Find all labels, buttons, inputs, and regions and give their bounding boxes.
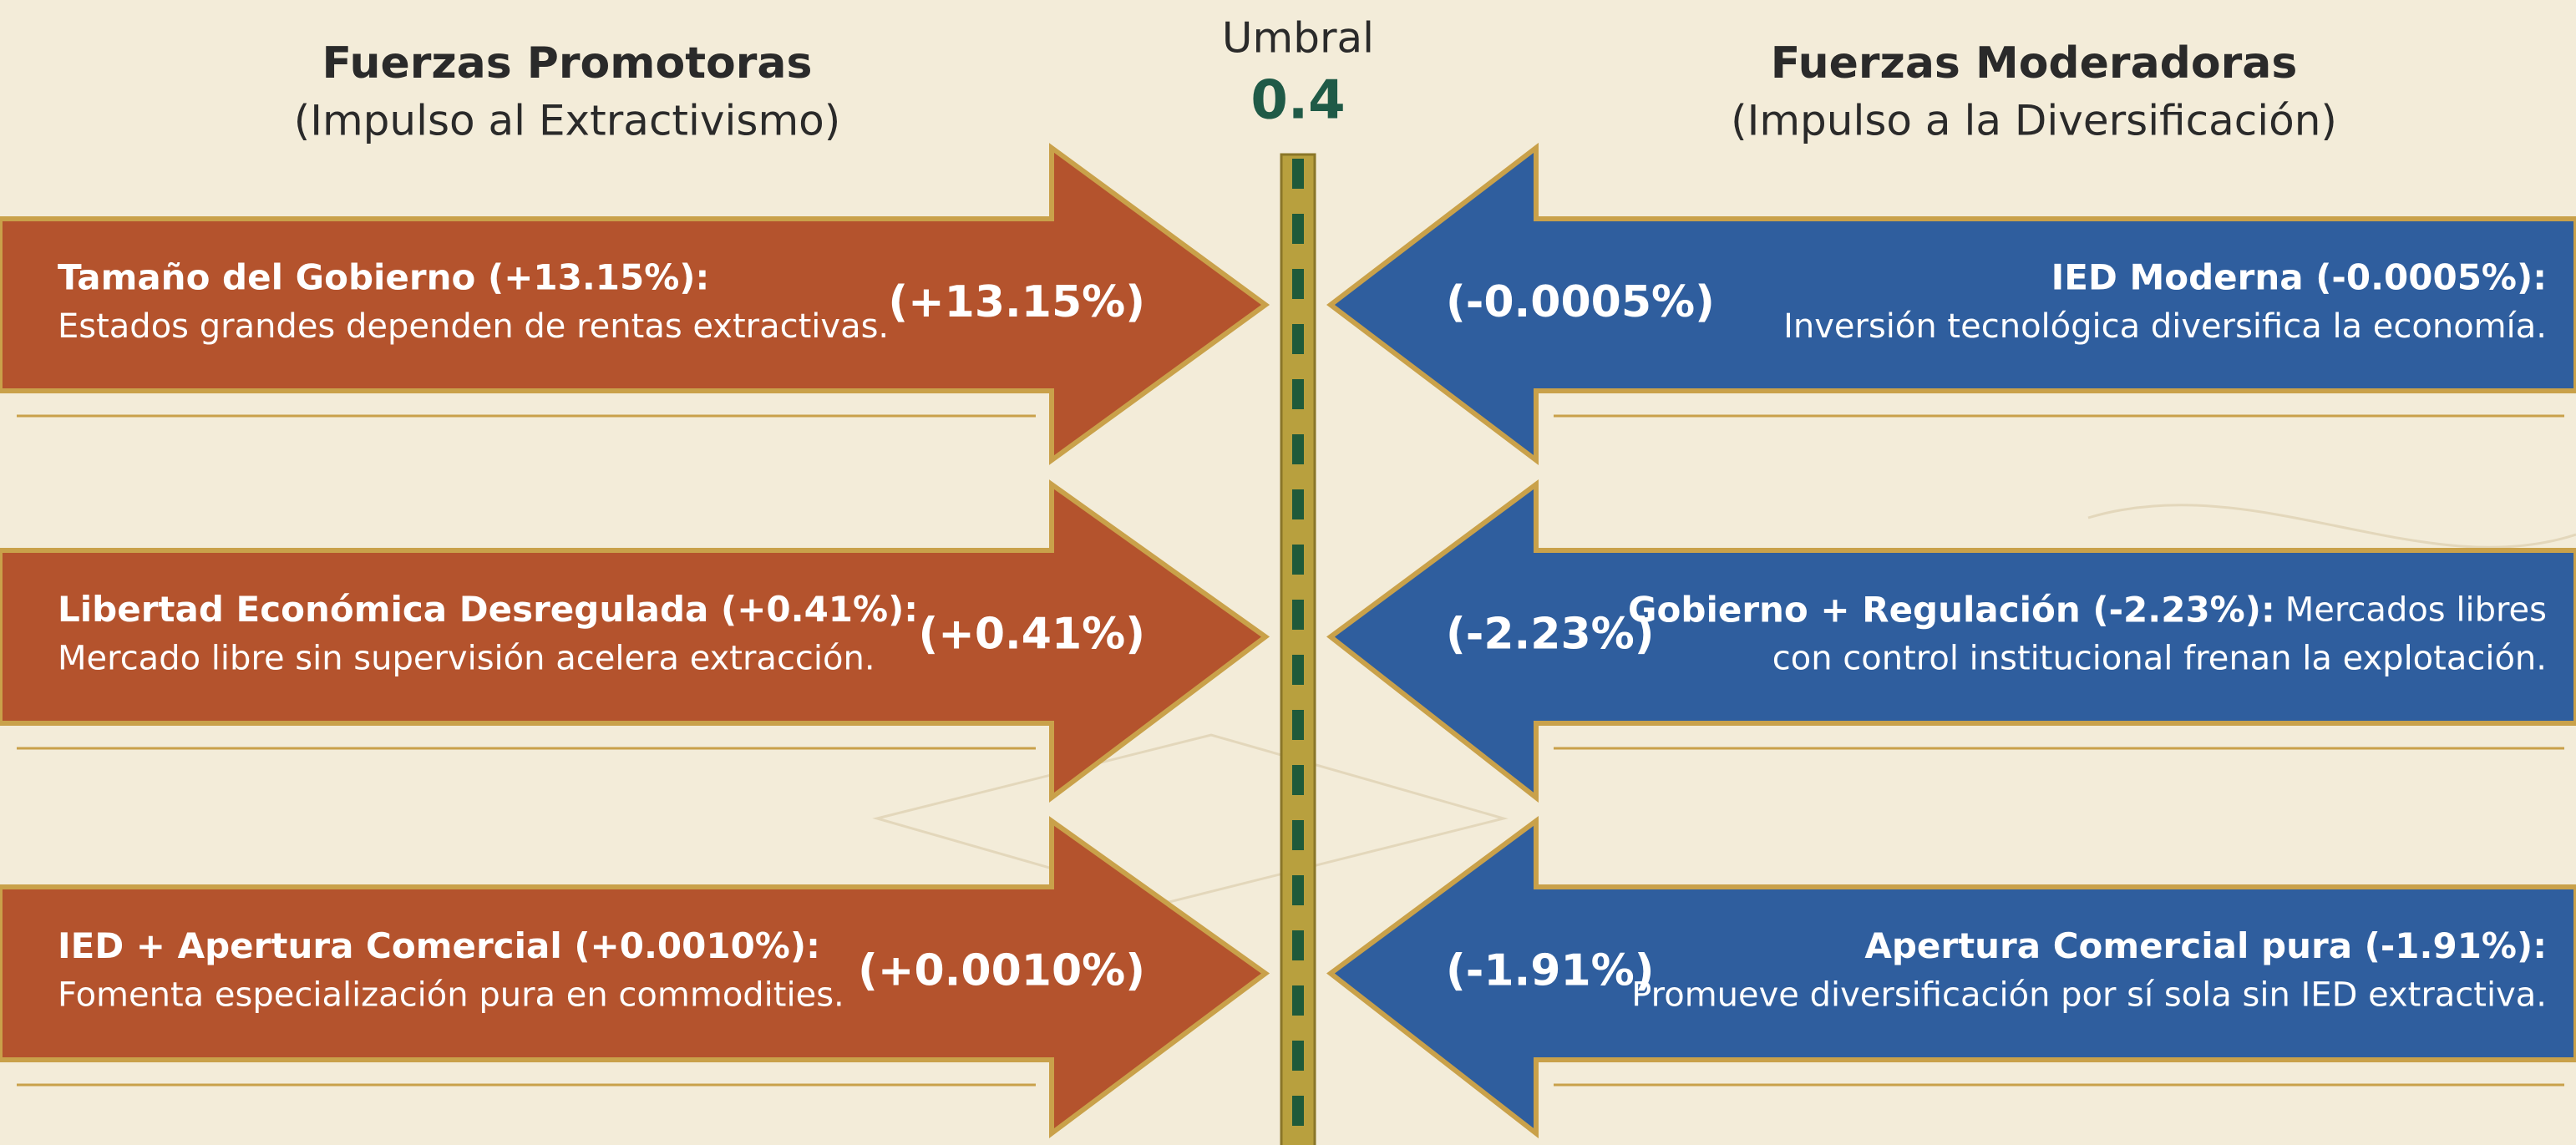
force-label: IED Moderna (-0.0005%): [2051,257,2547,298]
left-subtitle: (Impulso al Extractivismo) [294,97,841,145]
force-description: Promueve diversificación por sí sola sin… [1631,976,2547,1015]
force-description: Mercado libre sin supervisión acelera ex… [58,640,875,678]
right-subtitle: (Impulso a la Diversificación) [1731,97,2337,145]
force-description: Inversión tecnológica diversifica la eco… [1783,307,2547,346]
right-title: Fuerzas Moderadoras [1771,38,2298,89]
force-value: (+13.15%) [888,277,1145,327]
left-title: Fuerzas Promotoras [322,38,813,89]
threshold-title: Umbral [1222,14,1374,63]
force-value: (-1.91%) [1446,946,1655,996]
force-value: (-2.23%) [1446,610,1655,660]
force-description: Mercados libres [2285,591,2547,630]
force-label: IED + Apertura Comercial (+0.0010%): [58,925,820,966]
force-label: Tamaño del Gobierno (+13.15%): [58,257,709,298]
force-description: Estados grandes dependen de rentas extra… [58,307,889,346]
force-value: (-0.0005%) [1446,277,1715,327]
force-line: Gobierno + Regulación (-2.23%): Mercados … [1628,589,2547,630]
threshold-value: 0.4 [1250,70,1345,132]
force-description: con control institucional frenan la expl… [1772,640,2547,678]
force-label: Gobierno + Regulación (-2.23%): [1628,589,2275,630]
page: Fuerzas Promotoras (Impulso al Extractiv… [0,0,2576,1145]
force-description: Fomenta especialización pura en commodit… [58,976,844,1015]
force-label: Apertura Comercial pura (-1.91%): [1864,925,2547,966]
force-label: Libertad Económica Desregulada (+0.41%): [58,589,918,630]
diagram: Fuerzas Promotoras (Impulso al Extractiv… [0,0,2576,1145]
force-value: (+0.41%) [918,610,1145,660]
force-value: (+0.0010%) [858,946,1145,996]
